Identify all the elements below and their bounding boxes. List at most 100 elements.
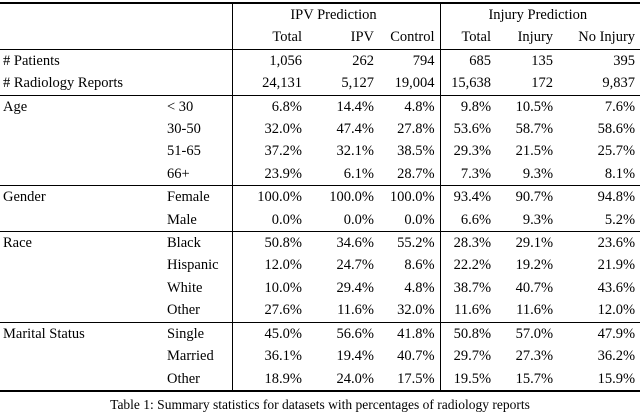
value-cell: 90.7% xyxy=(496,185,559,209)
category-cell xyxy=(0,118,165,140)
value-cell: 9.3% xyxy=(522,211,554,228)
value-cell: 28.3% xyxy=(439,231,497,255)
empty-header-cell xyxy=(0,3,232,26)
subcategory-cell: < 30 xyxy=(165,94,232,119)
value-cell: 38.7% xyxy=(439,276,497,300)
subcategory-cell: Other xyxy=(167,302,201,319)
value-cell: 19,004 xyxy=(394,75,435,92)
value-cell: 9.3% xyxy=(522,165,554,182)
value-cell: 40.7% xyxy=(397,348,435,365)
value-cell: 15,638 xyxy=(439,72,497,96)
col-header-ipv: IPV xyxy=(350,29,374,46)
table-row: 66+ 23.9% 6.1% 28.7% 7.3% 9.3% 8.1% xyxy=(0,162,640,186)
value-cell: 36.2% xyxy=(597,348,636,365)
category-cell: Gender xyxy=(0,185,165,209)
value-cell: 24.7% xyxy=(336,257,374,274)
subcategory-cell: Other xyxy=(167,370,201,387)
subcategory-cell: Black xyxy=(165,231,232,255)
value-cell: 14.4% xyxy=(307,94,379,119)
summary-statistics-table: IPV Prediction Injury Prediction Total I… xyxy=(0,2,640,392)
subcategory-cell: Male xyxy=(167,211,197,228)
col-header-injury: Injury xyxy=(517,29,554,46)
value-cell: 24.0% xyxy=(336,370,374,387)
value-cell: 29.1% xyxy=(496,231,559,255)
subcategory-cell: 51-65 xyxy=(167,143,201,160)
value-cell: 794 xyxy=(379,48,441,73)
value-cell: 55.2% xyxy=(379,231,441,255)
value-cell: 24,131 xyxy=(231,72,307,96)
category-cell xyxy=(0,163,165,186)
value-cell: 15.7% xyxy=(515,370,554,387)
value-cell: 7.6% xyxy=(558,94,640,119)
category-cell xyxy=(0,140,165,162)
category-cell: # Patients xyxy=(0,48,165,73)
value-cell: 38.5% xyxy=(397,143,435,160)
value-cell: 4.8% xyxy=(379,94,441,119)
empty-header-cell xyxy=(0,26,232,49)
value-cell: 172 xyxy=(531,75,554,92)
value-cell: 10.0% xyxy=(231,276,307,300)
value-cell: 28.7% xyxy=(397,165,435,182)
table-body: # Patients 1,056 262 794 685 135 395 # R… xyxy=(0,48,640,391)
category-cell xyxy=(0,345,165,367)
subcategory-cell: White xyxy=(167,279,203,296)
col-header-injury-total: Total xyxy=(439,26,497,50)
table-row: White 10.0% 29.4% 4.8% 38.7% 40.7% 43.6% xyxy=(0,276,640,300)
value-cell: 32.0% xyxy=(397,302,435,319)
category-cell: # Radiology Reports xyxy=(3,75,124,92)
category-cell xyxy=(0,368,165,391)
table-row: 30-50 32.0% 47.4% 27.8% 53.6% 58.7% 58.6… xyxy=(0,118,640,141)
table-row: Hispanic 12.0% 24.7% 8.6% 22.2% 19.2% 21… xyxy=(0,254,640,277)
value-cell: 7.3% xyxy=(439,162,497,186)
value-cell: 19.2% xyxy=(515,257,554,274)
table-row: Male 0.0% 0.0% 0.0% 6.6% 9.3% 5.2% xyxy=(0,208,640,232)
category-cell: Race xyxy=(0,231,165,255)
value-cell: 27.3% xyxy=(515,348,554,365)
value-cell: 58.6% xyxy=(597,121,636,138)
table-header: IPV Prediction Injury Prediction Total I… xyxy=(0,3,640,50)
value-cell: 41.8% xyxy=(379,321,441,346)
subcategory-cell: Female xyxy=(165,185,232,209)
value-cell: 5,127 xyxy=(341,75,374,92)
value-cell: 19.5% xyxy=(439,367,497,391)
table-row: Gender Female 100.0% 100.0% 100.0% 93.4%… xyxy=(0,185,640,209)
subcategory-cell: Married xyxy=(167,348,214,365)
value-cell: 32.1% xyxy=(336,143,374,160)
subcategory-cell xyxy=(165,72,232,95)
value-cell: 45.0% xyxy=(231,321,307,346)
value-cell: 262 xyxy=(307,48,379,73)
value-cell: 21.9% xyxy=(597,257,636,274)
value-cell: 12.0% xyxy=(231,254,307,277)
value-cell: 93.4% xyxy=(439,185,497,209)
value-cell: 4.8% xyxy=(404,279,435,296)
value-cell: 25.7% xyxy=(597,143,636,160)
value-cell: 10.5% xyxy=(496,94,559,119)
value-cell: 9.8% xyxy=(439,94,497,119)
value-cell: 56.6% xyxy=(307,321,379,346)
value-cell: 15.9% xyxy=(597,370,636,387)
value-cell: 100.0% xyxy=(307,185,379,209)
value-cell: 50.8% xyxy=(231,231,307,255)
value-cell: 6.6% xyxy=(439,208,497,232)
value-cell: 34.6% xyxy=(307,231,379,255)
value-cell: 6.8% xyxy=(231,94,307,119)
value-cell: 1,056 xyxy=(231,48,307,73)
value-cell: 57.0% xyxy=(496,321,559,346)
value-cell: 395 xyxy=(558,48,640,73)
col-header-ipv-total: Total xyxy=(231,26,307,50)
group-header-ipv-prediction: IPV Prediction xyxy=(231,3,441,27)
value-cell: 29.7% xyxy=(439,345,497,368)
value-cell: 5.2% xyxy=(604,211,636,228)
value-cell: 43.6% xyxy=(597,279,636,296)
value-cell: 11.6% xyxy=(439,299,497,323)
table-row: Race Black 50.8% 34.6% 55.2% 28.3% 29.1%… xyxy=(0,231,640,255)
group-header-injury-prediction: Injury Prediction xyxy=(439,3,640,27)
value-cell: 17.5% xyxy=(397,370,435,387)
value-cell: 32.0% xyxy=(231,118,307,141)
value-cell: 0.0% xyxy=(343,211,374,228)
subcategory-cell: Single xyxy=(165,321,232,346)
category-cell: Marital Status xyxy=(0,321,165,346)
category-cell: Age xyxy=(0,94,165,119)
value-cell: 11.6% xyxy=(337,302,374,319)
col-header-no-injury: No Injury xyxy=(578,29,636,46)
